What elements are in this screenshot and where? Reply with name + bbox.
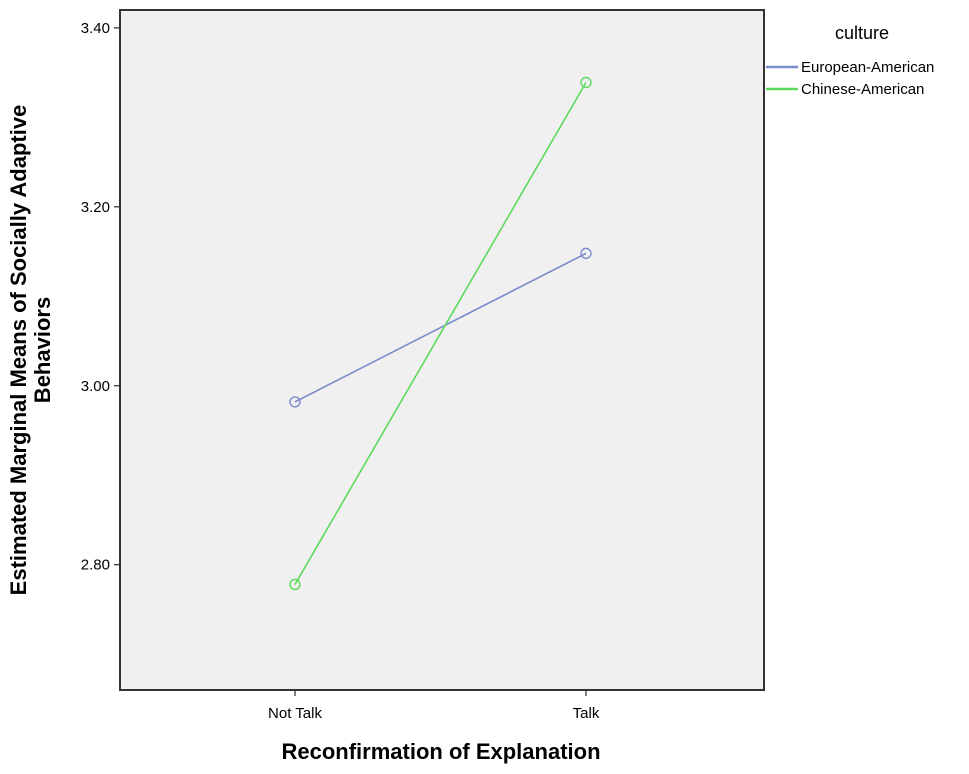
plot-background bbox=[120, 10, 764, 690]
x-axis: Not Talk Talk bbox=[268, 690, 600, 722]
legend: culture European-American Chinese-America… bbox=[766, 23, 934, 98]
legend-label: Chinese-American bbox=[801, 81, 924, 98]
y-axis: 2.80 3.00 3.20 3.40 bbox=[81, 20, 120, 574]
plot-frame bbox=[119, 9, 765, 691]
x-tick-label: Talk bbox=[573, 705, 600, 722]
data-point bbox=[289, 578, 301, 591]
series-line bbox=[294, 252, 587, 403]
legend-label: European-American bbox=[801, 59, 934, 76]
y-tick-label: 3.40 bbox=[81, 20, 110, 37]
data-point bbox=[580, 247, 592, 260]
x-tick-label: Not Talk bbox=[268, 705, 322, 722]
x-axis-title: Reconfirmation of Explanation bbox=[281, 739, 600, 764]
series-line bbox=[294, 82, 587, 585]
series-layer bbox=[289, 76, 592, 591]
y-tick-label: 3.00 bbox=[81, 378, 110, 395]
y-tick-label: 3.20 bbox=[81, 199, 110, 216]
data-point bbox=[289, 396, 301, 408]
legend-title: culture bbox=[835, 23, 889, 43]
y-axis-title-line-2: Behaviors bbox=[30, 297, 55, 403]
y-axis-title-line-1: Estimated Marginal Means of Socially Ada… bbox=[6, 105, 31, 596]
y-tick-label: 2.80 bbox=[81, 557, 110, 574]
data-point bbox=[580, 76, 592, 89]
